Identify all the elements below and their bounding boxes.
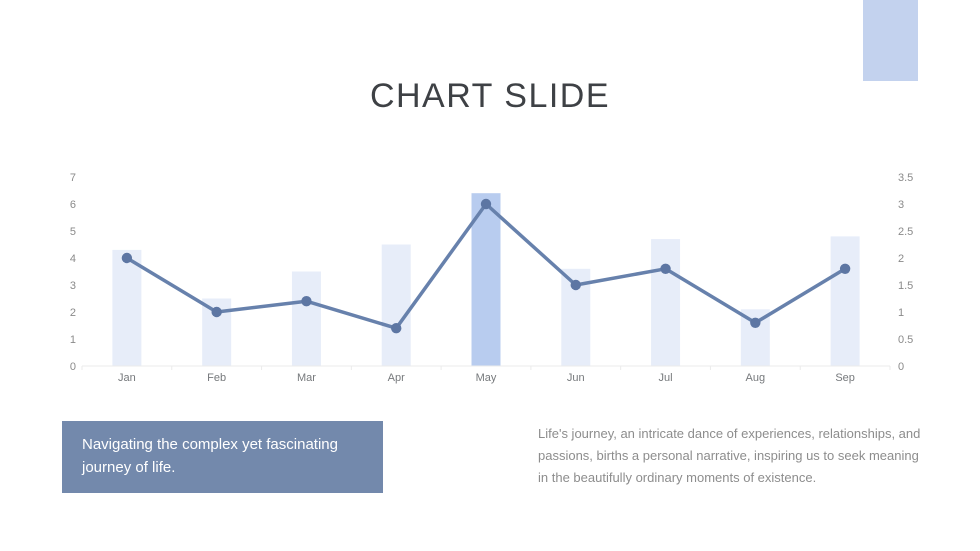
line-point-mar [301,296,312,307]
left-axis-label-7: 7 [70,172,76,184]
left-axis-label-2: 2 [70,307,76,319]
left-axis-label-4: 4 [70,253,76,265]
x-label-may: May [476,372,497,384]
accent-rect [863,0,918,81]
bar-mar [291,271,321,366]
paragraph-text: Life's journey, an intricate dance of ex… [538,426,921,485]
page-title: CHART SLIDE [369,77,611,115]
line-point-may [480,198,492,210]
left-axis-label-0: 0 [70,361,76,373]
bar-sep [830,236,860,366]
left-axis-label-1: 1 [70,334,76,346]
x-label-feb: Feb [207,372,226,384]
x-label-jan: Jan [118,372,136,384]
x-label-aug: Aug [746,372,766,384]
right-axis-label-0: 0 [898,361,904,373]
line-point-aug [750,317,761,328]
right-axis-label-3.5: 3.5 [898,172,913,184]
line-point-apr [391,323,402,334]
left-axis-label-6: 6 [70,199,76,211]
line-point-sep [839,263,851,274]
x-label-jun: Jun [567,372,585,384]
x-label-jul: Jul [659,372,673,384]
right-axis-label-2: 2 [898,253,904,265]
bar-jan [112,249,142,366]
line-point-jun [570,279,581,291]
line-point-jan [121,252,133,264]
callout-text: Navigating the complex yet fascinating j… [82,436,338,476]
left-axis-label-3: 3 [70,280,76,292]
bar-apr [381,244,411,366]
right-axis-label-1: 1 [898,307,904,319]
x-label-sep: Sep [835,372,855,384]
left-axis-label-5: 5 [70,226,76,238]
x-label-mar: Mar [297,372,316,384]
right-axis-label-0.5: 0.5 [898,334,913,346]
right-axis-label-2.5: 2.5 [898,226,913,238]
right-axis-label-1.5: 1.5 [898,280,913,292]
callout-box: Navigating the complex yet fascinating j… [62,421,383,493]
x-label-apr: Apr [388,372,405,384]
bar-jul [651,239,681,366]
line-point-feb [211,306,222,318]
bar-may [471,193,501,366]
line-point-jul [660,263,671,274]
right-axis-label-3: 3 [898,199,904,211]
